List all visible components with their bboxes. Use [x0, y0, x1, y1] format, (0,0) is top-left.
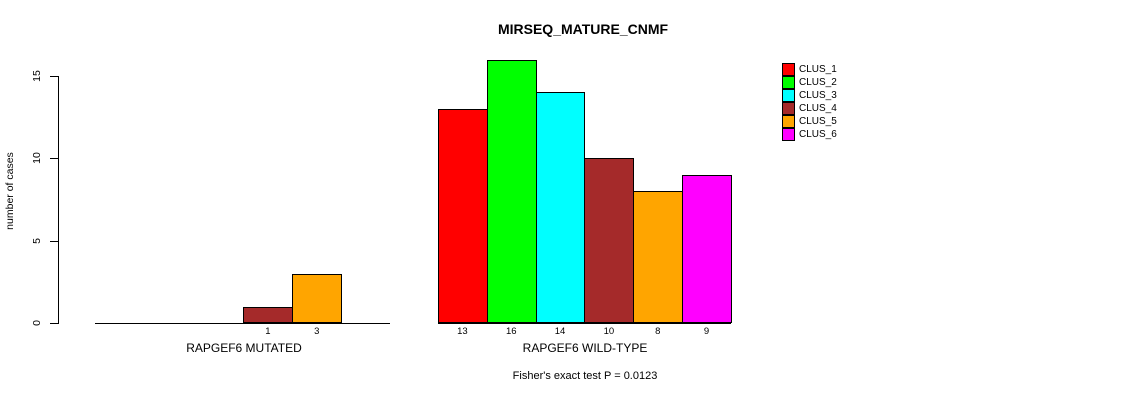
bar-value-label: 1	[265, 326, 271, 337]
x-axis-line-group-1	[438, 323, 731, 324]
y-axis-line	[58, 76, 59, 324]
group-label-wild-type: RAPGEF6 WILD-TYPE	[522, 341, 648, 355]
bar-g1-clus-3	[536, 92, 585, 323]
legend-label: CLUS_3	[799, 90, 837, 101]
legend-swatch-clus-3	[782, 89, 795, 102]
legend-label: CLUS_4	[799, 103, 837, 114]
y-tick-label: 5	[31, 238, 43, 244]
chart-title: MIRSEQ_MATURE_CNMF	[497, 21, 669, 37]
bar-g0-clus-4	[243, 307, 293, 323]
y-tick-label: 15	[31, 70, 43, 82]
bar-value-label: 10	[603, 326, 615, 337]
y-axis-tick	[50, 241, 58, 242]
legend-swatch-clus-1	[782, 63, 795, 76]
y-axis-tick	[50, 76, 58, 77]
x-axis-line-group-0	[95, 323, 390, 324]
legend-swatch-clus-5	[782, 115, 795, 128]
legend-swatch-clus-6	[782, 128, 795, 141]
bar-value-label: 3	[314, 326, 320, 337]
annotation-fisher-test: Fisher's exact test P = 0.0123	[512, 370, 658, 382]
bar-value-label: 14	[554, 326, 566, 337]
y-axis-tick	[50, 323, 58, 324]
legend-swatch-clus-2	[782, 76, 795, 89]
bar-value-label: 8	[655, 326, 661, 337]
legend-label: CLUS_2	[799, 77, 837, 88]
y-axis-tick	[50, 158, 58, 159]
bar-g1-clus-6	[682, 175, 732, 323]
legend-swatch-clus-4	[782, 102, 795, 115]
bar-value-label: 9	[703, 326, 710, 337]
legend-label: CLUS_6	[799, 129, 837, 140]
y-tick-label: 0	[31, 320, 43, 326]
bar-g1-clus-4	[584, 158, 634, 323]
bar-g1-clus-2	[487, 60, 537, 323]
bar-value-label: 16	[505, 326, 517, 337]
y-axis-label: number of cases	[4, 152, 16, 230]
bar-value-label: 13	[457, 326, 468, 337]
legend-label: CLUS_1	[799, 64, 837, 75]
bar-g1-clus-5	[633, 191, 683, 323]
y-tick-label: 10	[31, 152, 43, 164]
bar-g0-clus-5	[292, 274, 342, 323]
legend-label: CLUS_5	[799, 116, 837, 127]
group-label-mutated: RAPGEF6 MUTATED	[186, 341, 302, 355]
bar-g1-clus-1	[438, 109, 488, 323]
